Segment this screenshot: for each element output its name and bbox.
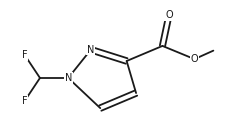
Text: F: F: [22, 96, 28, 106]
Text: O: O: [191, 54, 198, 64]
Text: F: F: [22, 50, 28, 60]
Text: O: O: [165, 10, 173, 20]
Text: N: N: [87, 45, 95, 55]
Text: N: N: [65, 73, 72, 83]
